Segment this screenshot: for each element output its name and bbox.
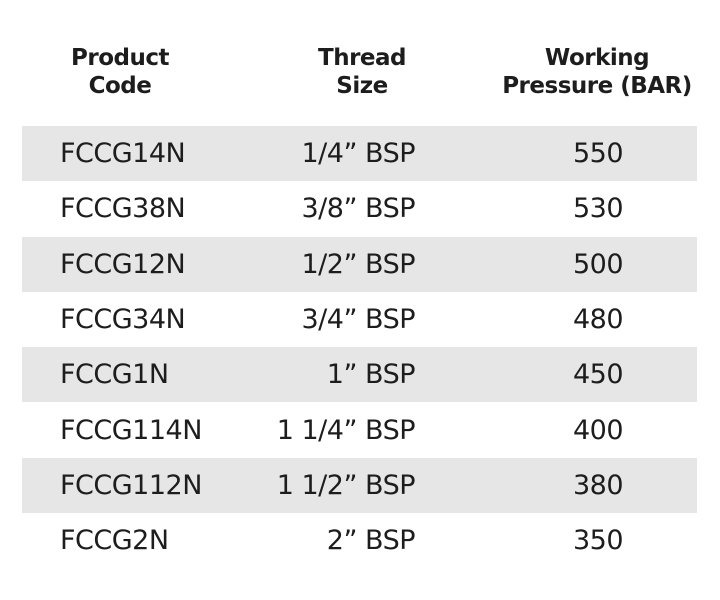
header-line: Code <box>88 73 152 99</box>
working-pressure: 480 <box>572 303 624 335</box>
header-line: Working <box>544 45 650 71</box>
column-header: Thread Size <box>252 44 472 100</box>
working-pressure: 380 <box>572 469 624 501</box>
product-code: FCCG14N <box>60 138 186 169</box>
thread-size: 1/2” BSP <box>301 248 416 280</box>
thread-size: 2” BSP <box>326 525 416 557</box>
table-row: FCCG38N 3/8” BSP 530 <box>22 181 697 236</box>
working-pressure: 350 <box>572 525 624 557</box>
header-line: Thread <box>318 45 407 71</box>
working-pressure: 550 <box>572 138 624 169</box>
thread-size: 3/8” BSP <box>301 193 416 225</box>
thread-size: 1/4” BSP <box>301 138 416 169</box>
column-header: Product Code <box>10 44 230 100</box>
table-row: FCCG112N 1 1/2” BSP 380 <box>22 457 697 513</box>
product-code: FCCG12N <box>60 248 186 280</box>
table-row: FCCG14N 1/4” BSP 550 <box>22 126 697 181</box>
working-pressure: 530 <box>572 193 624 225</box>
table-row: FCCG12N 1/2” BSP 500 <box>22 236 697 292</box>
product-code: FCCG112N <box>60 469 202 501</box>
column-header: Working Pressure (BAR) <box>487 44 707 100</box>
product-code: FCCG2N <box>60 525 169 557</box>
product-code: FCCG34N <box>60 303 186 335</box>
working-pressure: 450 <box>572 359 624 391</box>
table-row: FCCG1N 1” BSP 450 <box>22 347 697 403</box>
header-line: Product <box>71 45 169 71</box>
thread-size: 1” BSP <box>326 359 416 391</box>
table-row: FCCG2N 2” BSP 350 <box>22 513 697 568</box>
table-row: FCCG34N 3/4” BSP 480 <box>22 292 697 347</box>
product-code: FCCG1N <box>60 359 169 391</box>
thread-size: 1 1/2” BSP <box>276 469 416 501</box>
header-line: Size <box>336 73 388 99</box>
table-row: FCCG114N 1 1/4” BSP 400 <box>22 403 697 458</box>
working-pressure: 500 <box>572 248 624 280</box>
thread-size: 3/4” BSP <box>301 303 416 335</box>
working-pressure: 400 <box>572 414 624 446</box>
header-line: Pressure (BAR) <box>502 73 692 99</box>
thread-size: 1 1/4” BSP <box>276 414 416 446</box>
product-code: FCCG114N <box>60 414 202 446</box>
product-code: FCCG38N <box>60 193 186 225</box>
